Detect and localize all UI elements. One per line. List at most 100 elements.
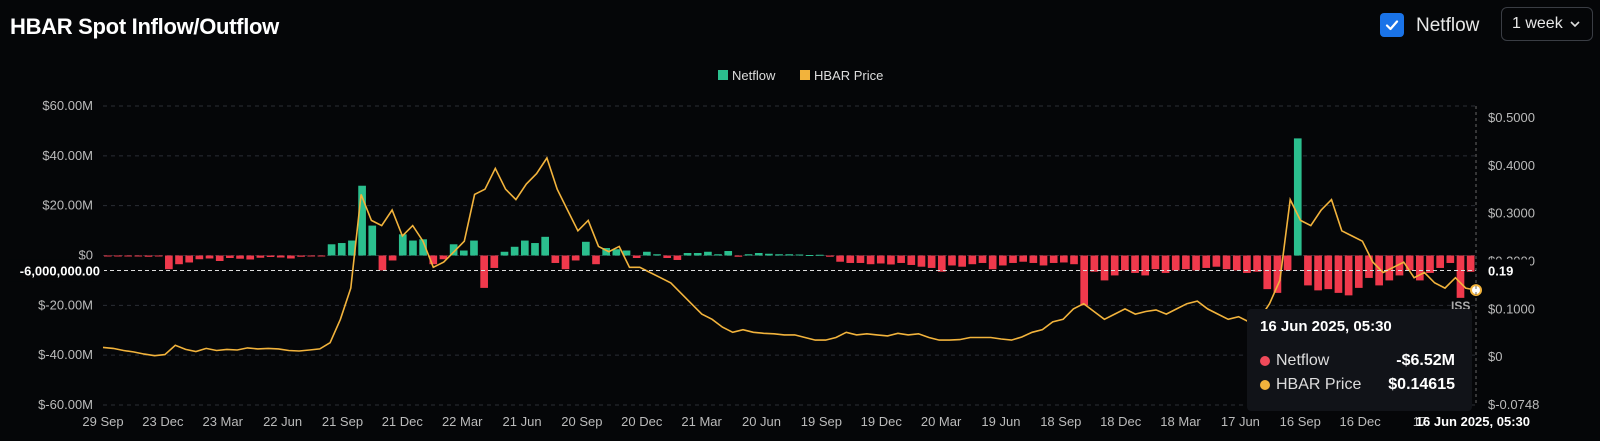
y-axis-left: $60.00M $40.00M $20.00M $0 $-20.00M $-40.00M $…	[38, 98, 93, 412]
netflow-bar	[1110, 255, 1119, 276]
y-right-tick-label: $0	[1488, 349, 1502, 364]
netflow-bar	[724, 251, 733, 256]
netflow-bar	[1436, 255, 1444, 268]
period-selected-value: 1 week	[1512, 15, 1563, 32]
legend-price-swatch[interactable]	[800, 70, 810, 80]
netflow-bar	[317, 255, 326, 257]
x-tick-label: 21 Sep	[322, 414, 363, 429]
netflow-bar	[1131, 255, 1139, 273]
netflow-bar	[1263, 255, 1272, 290]
netflow-bar	[378, 255, 387, 271]
netflow-bar	[1080, 255, 1089, 306]
netflow-bar	[144, 255, 153, 257]
netflow-bar	[1446, 255, 1455, 263]
crosshair: -6,000,000.00 0.19	[8, 106, 1530, 405]
netflow-bar	[1456, 255, 1465, 298]
netflow-bars	[104, 138, 1475, 306]
netflow-bar	[1222, 255, 1231, 270]
netflow-bar	[1314, 255, 1322, 291]
netflow-bar	[195, 255, 204, 260]
netflow-checkbox[interactable]	[1380, 13, 1404, 37]
tooltip-netflow-value: -$6.52M	[1396, 352, 1455, 369]
netflow-bar	[765, 253, 773, 256]
netflow-bar	[337, 243, 346, 256]
netflow-bar	[388, 255, 397, 261]
netflow-bar	[866, 255, 875, 265]
netflow-bar	[480, 255, 488, 288]
netflow-bar	[1344, 255, 1353, 296]
chart-legend: Netflow HBAR Price	[718, 68, 883, 83]
y-left-tick-label: $-20.00M	[38, 297, 93, 312]
netflow-bar	[1405, 255, 1414, 271]
netflow-bar	[114, 255, 122, 257]
x-tick-label: 16 Dec	[1340, 414, 1382, 429]
y-left-tick-label: $40.00M	[42, 148, 93, 163]
netflow-bar	[1019, 255, 1028, 262]
tooltip-price-value: $0.14615	[1388, 376, 1455, 393]
netflow-bar	[1385, 255, 1394, 281]
x-tick-label: 23 Mar	[202, 414, 243, 429]
netflow-bar	[459, 250, 468, 256]
netflow-bar	[1049, 255, 1058, 263]
netflow-bar	[165, 255, 173, 270]
netflow-bar	[1253, 255, 1261, 272]
netflow-bar	[1466, 255, 1475, 272]
netflow-bar	[1243, 255, 1251, 273]
netflow-bar	[876, 255, 885, 264]
legend-netflow-label[interactable]: Netflow	[732, 68, 776, 83]
netflow-bar	[917, 255, 926, 267]
price-hover-point[interactable]	[1470, 284, 1482, 297]
x-tick-label: 22 Jun	[263, 414, 302, 429]
netflow-bar	[449, 244, 458, 256]
crosshair-right-label-bg	[1480, 259, 1530, 282]
netflow-bar	[368, 225, 377, 256]
netflow-bar	[1293, 138, 1302, 256]
netflow-bar	[988, 255, 997, 270]
legend-price-label[interactable]: HBAR Price	[814, 68, 883, 83]
netflow-bar	[775, 254, 783, 256]
netflow-bar	[744, 254, 753, 256]
netflow-bar	[470, 240, 478, 256]
netflow-bar	[612, 249, 621, 256]
netflow-bar	[175, 255, 183, 265]
netflow-bar	[1121, 255, 1129, 271]
netflow-bar	[226, 255, 234, 258]
netflow-bar	[836, 255, 844, 262]
x-tick-label: 22 Mar	[442, 414, 483, 429]
x-tick-label: 21 Mar	[681, 414, 722, 429]
netflow-bar	[429, 255, 438, 265]
tooltip-netflow-row: Netflow -$6.52M	[1260, 352, 1465, 372]
netflow-bar	[1161, 255, 1170, 273]
x-tick-label: 17 Jun	[1221, 414, 1260, 429]
netflow-bar	[541, 236, 549, 256]
netflow-bar	[805, 255, 814, 257]
crosshair-right-label: 0.19	[1488, 263, 1513, 278]
netflow-bar	[693, 253, 702, 256]
netflow-bar	[998, 255, 1007, 266]
netflow-bar	[398, 234, 407, 256]
netflow-bar	[1232, 255, 1241, 271]
netflow-bar	[358, 185, 366, 256]
x-tick-label: 29 Sep	[82, 414, 123, 429]
netflow-bar	[561, 255, 570, 270]
crosshair-left-label-bg	[8, 259, 104, 282]
netflow-bar	[622, 250, 631, 256]
x-tick-label: 23 Dec	[142, 414, 184, 429]
netflow-bar	[653, 254, 661, 256]
legend-netflow-swatch[interactable]	[718, 70, 728, 80]
netflow-bar	[439, 255, 448, 260]
netflow-bar	[754, 253, 763, 256]
netflow-bar	[958, 255, 966, 267]
netflow-bar	[510, 246, 519, 256]
tooltip-netflow-label: Netflow	[1276, 352, 1330, 369]
netflow-bar	[948, 255, 956, 266]
netflow-bar	[490, 255, 499, 268]
netflow-bar	[1009, 255, 1017, 263]
netflow-bar	[500, 251, 509, 256]
netflow-bar	[1151, 255, 1160, 270]
period-select[interactable]: 1 week	[1501, 7, 1593, 41]
netflow-bar	[1192, 255, 1200, 271]
x-tick-label: 19 Dec	[861, 414, 903, 429]
netflow-bar	[134, 255, 143, 257]
netflow-toggle-label[interactable]: Netflow	[1416, 15, 1480, 36]
